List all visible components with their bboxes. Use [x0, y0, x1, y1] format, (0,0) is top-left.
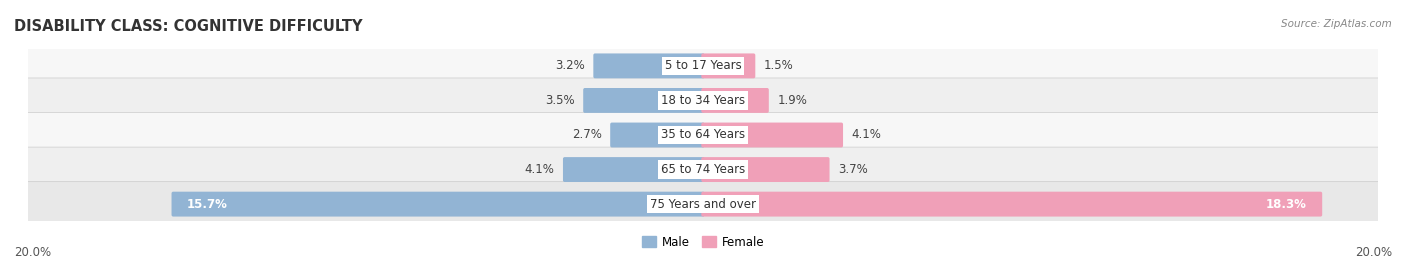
FancyBboxPatch shape — [562, 157, 704, 182]
Text: 3.5%: 3.5% — [546, 94, 575, 107]
FancyBboxPatch shape — [702, 123, 844, 147]
Text: 18 to 34 Years: 18 to 34 Years — [661, 94, 745, 107]
Legend: Male, Female: Male, Female — [637, 231, 769, 254]
Text: 1.9%: 1.9% — [778, 94, 807, 107]
Text: 75 Years and over: 75 Years and over — [650, 198, 756, 211]
Text: 15.7%: 15.7% — [187, 198, 228, 211]
FancyBboxPatch shape — [22, 43, 1384, 88]
FancyBboxPatch shape — [22, 182, 1384, 227]
FancyBboxPatch shape — [702, 53, 755, 78]
Text: 18.3%: 18.3% — [1267, 198, 1308, 211]
Text: 20.0%: 20.0% — [1355, 246, 1392, 259]
Text: 4.1%: 4.1% — [852, 129, 882, 141]
Text: 35 to 64 Years: 35 to 64 Years — [661, 129, 745, 141]
FancyBboxPatch shape — [22, 78, 1384, 123]
FancyBboxPatch shape — [172, 192, 704, 217]
Text: 3.2%: 3.2% — [555, 59, 585, 72]
Text: 20.0%: 20.0% — [14, 246, 51, 259]
FancyBboxPatch shape — [22, 113, 1384, 157]
Text: DISABILITY CLASS: COGNITIVE DIFFICULTY: DISABILITY CLASS: COGNITIVE DIFFICULTY — [14, 19, 363, 34]
FancyBboxPatch shape — [702, 192, 1322, 217]
Text: 1.5%: 1.5% — [763, 59, 793, 72]
FancyBboxPatch shape — [22, 147, 1384, 192]
Text: 3.7%: 3.7% — [838, 163, 868, 176]
Text: Source: ZipAtlas.com: Source: ZipAtlas.com — [1281, 19, 1392, 29]
FancyBboxPatch shape — [702, 157, 830, 182]
FancyBboxPatch shape — [610, 123, 704, 147]
Text: 65 to 74 Years: 65 to 74 Years — [661, 163, 745, 176]
FancyBboxPatch shape — [593, 53, 704, 78]
FancyBboxPatch shape — [702, 88, 769, 113]
Text: 4.1%: 4.1% — [524, 163, 554, 176]
Text: 5 to 17 Years: 5 to 17 Years — [665, 59, 741, 72]
Text: 2.7%: 2.7% — [572, 129, 602, 141]
FancyBboxPatch shape — [583, 88, 704, 113]
